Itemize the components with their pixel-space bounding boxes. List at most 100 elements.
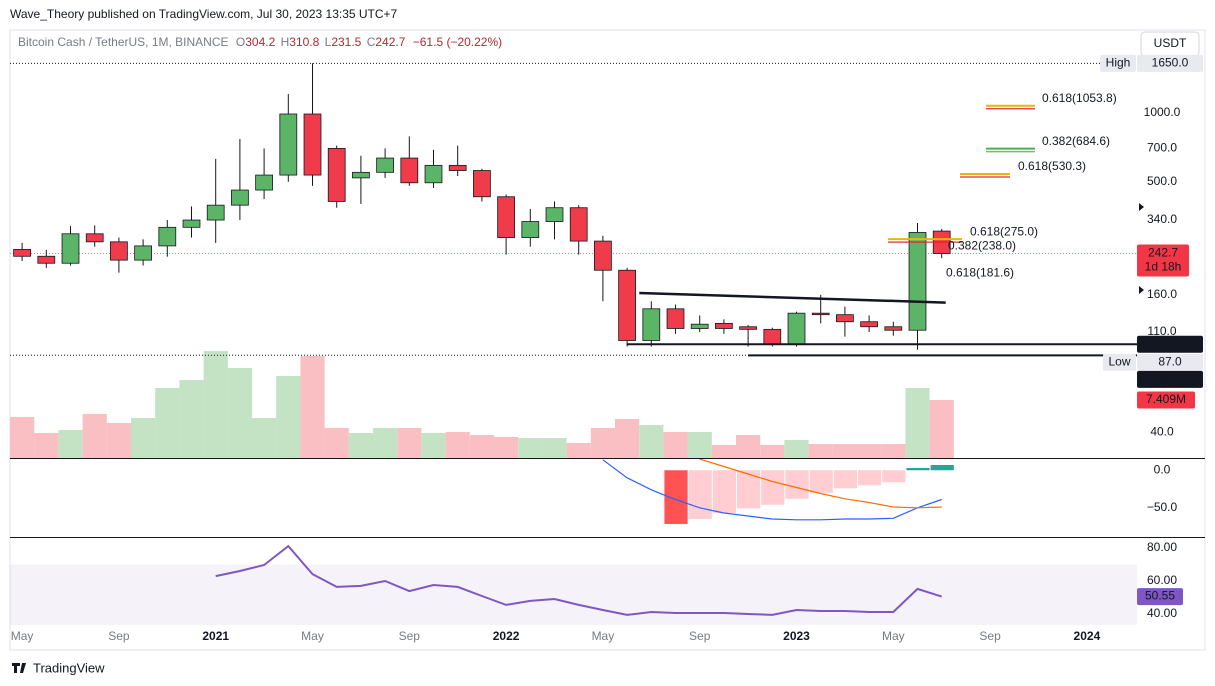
volume-bar [494, 437, 519, 458]
last-price-tag-bg [1137, 244, 1189, 277]
fib-label: 0.618(275.0) [970, 224, 1038, 238]
volume-bar [615, 418, 640, 458]
y-tick-label: 40.0 [1150, 425, 1174, 439]
volume-bar [905, 387, 930, 458]
candle-body [908, 232, 927, 331]
volume-bar [566, 442, 591, 458]
candle-body [303, 113, 322, 176]
ohlc-label: C [367, 35, 376, 49]
candle-body [134, 245, 152, 261]
macd-tick-label: −50.0 [1147, 500, 1178, 514]
x-tick-label: May [11, 629, 34, 643]
volume-bar [397, 427, 422, 458]
volume-bar [203, 350, 228, 458]
legend-line: Bitcoin Cash / TetherUS, 1M, BINANCE O30… [18, 35, 502, 49]
candle-body [569, 207, 588, 242]
currency-label[interactable]: USDT [1154, 36, 1187, 50]
low-label: Low [1108, 354, 1130, 368]
candle-body [690, 323, 709, 329]
volume-bar [276, 375, 301, 458]
candle-body [497, 196, 515, 238]
candle-body [473, 170, 491, 198]
volume-bar [445, 431, 470, 458]
candle-body [618, 269, 636, 341]
countdown: 1d 18h [1145, 260, 1182, 274]
volume-bar [711, 444, 737, 458]
fib-label: 0.382(684.6) [1042, 134, 1110, 148]
rsi-layer [10, 544, 1137, 625]
candle-body [594, 240, 612, 271]
rsi-band [10, 564, 1137, 625]
rsi-tag-bg [1137, 588, 1183, 606]
macd-layer [602, 459, 954, 524]
candle-body [37, 255, 56, 264]
candle-body [424, 164, 443, 184]
volume-bar [106, 422, 132, 458]
ohlc-label: L [325, 35, 332, 49]
macd-histogram-bar [906, 468, 930, 471]
candle-body [352, 171, 370, 179]
candle-body [327, 147, 346, 202]
macd-histogram-bar [809, 470, 833, 493]
candle-body [61, 233, 80, 264]
fib-label: 0.618(1053.8) [1042, 91, 1117, 105]
axis-layer: May Sep 2021 May Sep 2022 May Sep 2023 May Sep 2024… [11, 54, 1203, 643]
high-label-bg [1100, 54, 1136, 72]
volume-bar [469, 434, 495, 458]
last-price-tag: 242.7 [1148, 246, 1178, 260]
candle-body [860, 321, 878, 328]
volume-bar [10, 416, 35, 458]
macd-histogram-bar [858, 470, 882, 486]
volume-bar [300, 355, 325, 458]
brand-logo [12, 663, 26, 673]
y-tick-label: 340.0 [1147, 212, 1177, 226]
publisher: Wave_Theory published on TradingView.com… [10, 7, 398, 21]
volume-bar [808, 443, 833, 458]
candle-body [231, 189, 249, 206]
candle-body [279, 113, 298, 176]
volume-bar [252, 417, 277, 458]
signal-line [699, 459, 942, 509]
high-price-tag-bg [1137, 54, 1203, 72]
volume-bar [760, 444, 785, 458]
candle-body [400, 157, 419, 184]
ohlc-label: H [281, 35, 290, 49]
y-tick-label: 700.0 [1147, 141, 1177, 155]
high-label: High [1106, 55, 1131, 69]
level-tag: 86.9 [1158, 372, 1182, 386]
macd-histogram-bar [688, 470, 712, 519]
y-tick-label: 1000.0 [1144, 105, 1181, 119]
volume-bar [518, 438, 543, 458]
ohlc-value: 304.2 [245, 35, 275, 49]
macd-histogram-bar [664, 470, 688, 524]
volume-bar [58, 429, 83, 458]
volume-bar [373, 427, 398, 458]
volume-tag-bg [1137, 391, 1195, 409]
x-tick-label: 2021 [202, 629, 229, 643]
volume-bar [639, 425, 664, 458]
high-price-tag: 1650.0 [1152, 55, 1189, 69]
macd-tick-label: 0.0 [1154, 462, 1171, 476]
rsi-tag: 50.55 [1145, 589, 1175, 603]
low-label-bg [1103, 353, 1136, 371]
macd-histogram-bar [737, 470, 761, 509]
fib-label: 0.382(238.0) [948, 239, 1016, 253]
candle-body [787, 312, 806, 345]
y-tick-label: 110.0 [1147, 324, 1176, 338]
volume-bar [929, 399, 954, 458]
x-tick-label: Sep [108, 629, 130, 643]
volume-bar [857, 443, 882, 458]
candle-body [884, 326, 903, 331]
candle-body [739, 326, 757, 330]
change: −61.5 (−20.22%) [413, 35, 502, 49]
volume-bar [421, 433, 446, 458]
x-tick-label: Sep [689, 629, 711, 643]
candle-body [836, 314, 854, 323]
candle-body [763, 328, 782, 345]
candle-body [376, 157, 394, 173]
symbol: Bitcoin Cash / TetherUS, 1M, BINANCE [18, 35, 229, 49]
volume-bar [82, 413, 107, 458]
level-tag-bg [1137, 335, 1203, 353]
volume-bar [542, 438, 567, 458]
candle-body [255, 174, 273, 191]
